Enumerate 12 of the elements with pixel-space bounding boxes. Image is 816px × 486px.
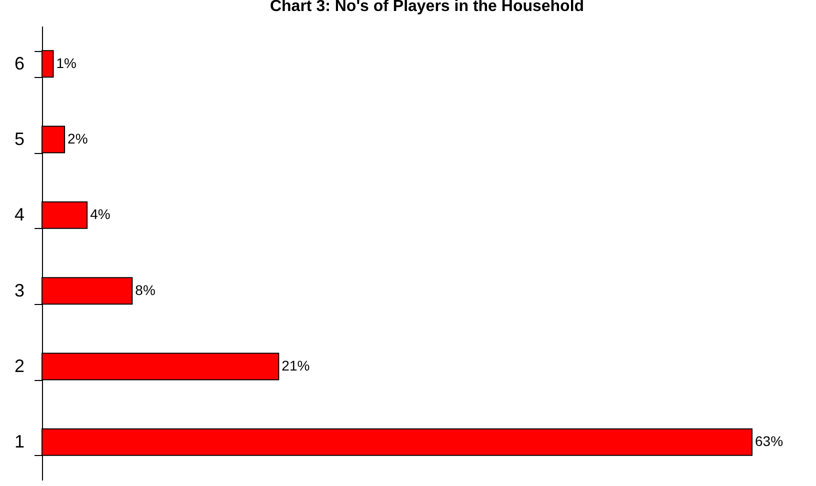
data-label: 2% (68, 130, 88, 146)
y-tick-label: 2 (14, 356, 24, 376)
y-tick-label: 4 (14, 204, 24, 225)
data-label: 63% (755, 433, 784, 450)
y-tick-label: 3 (14, 280, 24, 300)
data-label: 21% (282, 358, 310, 374)
y-tick-label: 1 (14, 432, 24, 452)
y-tick-label: 6 (14, 53, 24, 74)
y-tick-label: 5 (14, 129, 24, 149)
data-label: 4% (90, 206, 110, 222)
data-label: 8% (135, 282, 156, 298)
data-label: 1% (56, 54, 77, 71)
